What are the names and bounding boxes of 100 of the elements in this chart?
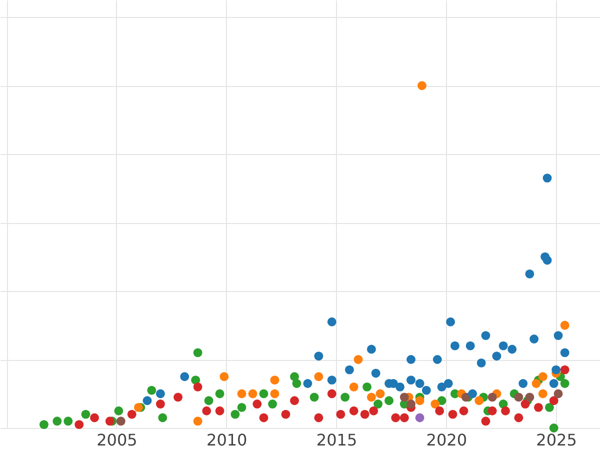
point: [514, 392, 524, 402]
point: [520, 400, 530, 408]
point: [474, 396, 484, 406]
point: [384, 396, 394, 406]
point: [554, 389, 563, 398]
point: [259, 389, 268, 398]
point: [549, 396, 558, 406]
point: [501, 406, 510, 416]
point: [147, 386, 156, 395]
point: [488, 392, 497, 402]
point: [202, 406, 212, 416]
point: [418, 81, 426, 90]
point: [156, 400, 165, 408]
point: [481, 331, 490, 340]
point: [336, 410, 346, 419]
point: [374, 400, 382, 408]
point: [248, 389, 258, 398]
point: [444, 379, 453, 388]
point: [560, 348, 570, 358]
x-tick-label: 2010: [206, 430, 248, 450]
point: [292, 379, 302, 388]
point: [376, 389, 385, 398]
point: [314, 352, 324, 361]
point: [406, 355, 416, 364]
point: [448, 410, 458, 419]
point: [468, 389, 477, 398]
point: [446, 317, 456, 326]
point: [270, 389, 280, 398]
point: [538, 389, 548, 398]
point: [552, 365, 561, 374]
point: [435, 406, 444, 416]
point: [476, 358, 486, 368]
point: [290, 396, 299, 406]
point: [362, 382, 372, 392]
point: [366, 344, 376, 354]
point: [525, 392, 534, 402]
point: [532, 379, 541, 388]
point: [415, 396, 424, 406]
point: [400, 413, 409, 422]
point: [371, 368, 380, 378]
point: [158, 413, 168, 422]
point: [230, 410, 240, 419]
point: [180, 372, 190, 382]
point: [327, 376, 336, 385]
point: [538, 372, 548, 382]
point: [508, 344, 517, 354]
point: [52, 416, 62, 426]
point: [415, 379, 424, 388]
point: [105, 416, 114, 426]
point: [514, 413, 524, 422]
point: [90, 413, 99, 422]
point: [366, 392, 376, 402]
point: [193, 348, 202, 358]
point: [156, 389, 165, 398]
point: [237, 389, 246, 398]
point: [220, 372, 229, 382]
point: [360, 410, 370, 419]
point: [466, 341, 475, 350]
point: [281, 410, 290, 419]
point: [406, 376, 416, 385]
point: [116, 416, 126, 426]
point: [327, 389, 336, 398]
point: [252, 400, 262, 408]
point: [127, 410, 136, 419]
point: [193, 382, 202, 392]
point: [114, 406, 124, 416]
point: [461, 392, 470, 402]
x-tick-label: 2015: [316, 430, 358, 450]
point: [354, 355, 363, 364]
point: [530, 334, 539, 344]
x-tick-label: 2020: [426, 430, 468, 450]
point: [437, 382, 446, 392]
point: [544, 402, 554, 412]
point: [391, 413, 400, 422]
point: [459, 406, 468, 416]
point: [560, 379, 570, 388]
point: [481, 416, 490, 426]
point: [344, 365, 354, 374]
point: [430, 400, 440, 408]
point: [549, 379, 558, 388]
point: [432, 355, 442, 364]
point: [415, 413, 424, 422]
point: [268, 400, 277, 408]
point: [488, 406, 497, 416]
point: [554, 331, 563, 340]
point: [134, 402, 143, 412]
point: [498, 341, 508, 350]
point: [270, 376, 280, 385]
point: [560, 365, 570, 374]
point: [174, 392, 182, 402]
point: [191, 376, 200, 385]
point: [310, 392, 319, 402]
point: [237, 402, 246, 412]
point: [542, 256, 552, 265]
point: [215, 389, 224, 398]
point: [314, 413, 324, 422]
point: [314, 372, 324, 382]
point: [406, 400, 416, 408]
point: [340, 392, 350, 402]
point: [81, 410, 90, 419]
